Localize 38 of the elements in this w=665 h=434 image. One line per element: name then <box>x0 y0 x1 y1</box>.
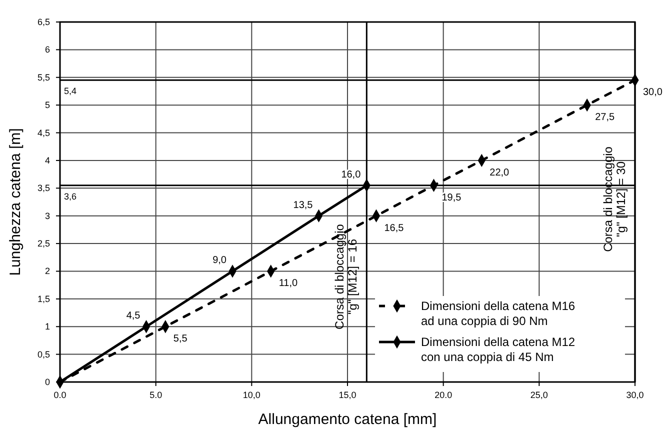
annotation: 13,5 <box>293 200 314 211</box>
annotation: 22,0 <box>490 167 510 178</box>
y-tick-label: 5,5 <box>37 72 50 82</box>
ref-line-label: 5,4 <box>64 86 77 96</box>
annotation: 9,0 <box>212 255 227 266</box>
y-axis-title: Lunghezza catena [m] <box>7 128 24 276</box>
x-tick-label: 10,0 <box>242 390 260 400</box>
x-tick-label: 30,0 <box>626 390 644 400</box>
legend-label: Dimensioni della catena M16 ad una coppia di 90 Nm <box>421 299 576 328</box>
x-tick-label: 0.0 <box>54 390 66 400</box>
y-tick-label: 6 <box>44 44 50 55</box>
y-tick-label: 5 <box>44 100 50 110</box>
x-tick-label: 15,0 <box>338 390 356 400</box>
y-tick-label: 3 <box>44 210 50 221</box>
annotation: 5,5 <box>173 334 188 345</box>
y-tick-label: 2 <box>44 266 50 276</box>
y-tick-label: 0,5 <box>37 349 50 360</box>
y-tick-label: 3,5 <box>37 183 50 194</box>
y-tick-label: 1 <box>44 322 50 332</box>
ref-line-label: Corsa di bloccaggio "g" [M12] = 16 <box>332 224 360 330</box>
annotation: 4,5 <box>126 310 141 322</box>
y-tick-label: 4,5 <box>37 128 50 138</box>
annotation: 11,0 <box>278 278 298 290</box>
x-tick-label: 25,0 <box>530 390 548 400</box>
y-tick-label: 2,5 <box>37 238 50 249</box>
y-tick-label: 1,5 <box>37 294 50 304</box>
annotation: 30,0 <box>643 87 663 98</box>
legend-label: Dimensioni della catena M12 con una coppia di 45 Nm <box>421 335 576 364</box>
ref-line-label: Corsa di bloccaggio "g" [M12] = 30 <box>601 146 628 252</box>
annotation: 16,5 <box>384 222 404 234</box>
x-tick-label: 5.0 <box>150 390 162 400</box>
y-tick-label: 6,5 <box>37 17 50 27</box>
y-tick-label: 4 <box>44 155 50 166</box>
x-tick-label: 20.0 <box>434 390 452 400</box>
ref-line-label: 3,6 <box>64 191 77 202</box>
y-tick-label: 0 <box>44 377 50 387</box>
annotation: 27,5 <box>595 112 615 124</box>
x-axis-title: Allungamento catena [mm] <box>258 411 437 428</box>
